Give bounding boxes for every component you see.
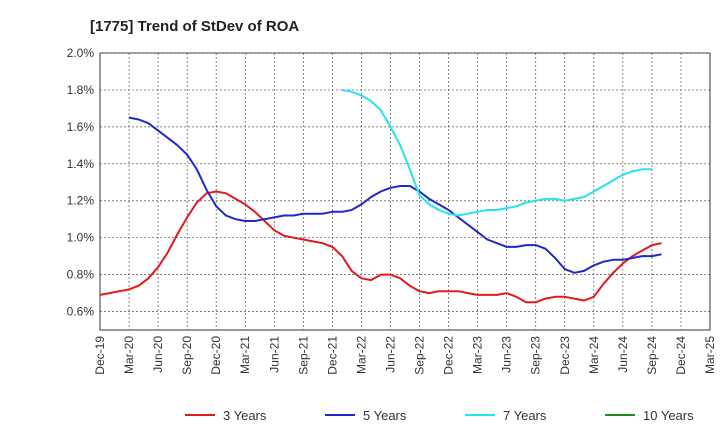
x-tick-label: Dec-20 (209, 336, 223, 375)
x-tick-label: Dec-19 (93, 336, 107, 375)
y-axis-tick-labels: 0.6% 0.8% 1.0% 1.2% 1.4% 1.6% 1.8% 2.0% (67, 46, 95, 319)
y-tick-label: 1.4% (67, 157, 95, 171)
x-tick-label: Dec-22 (442, 336, 456, 375)
legend-label: 3 Years (223, 408, 267, 423)
x-tick-label: Mar-21 (238, 336, 252, 374)
grid-lines (100, 52, 710, 330)
series-line-7-years (341, 88, 652, 217)
x-tick-label: Mar-25 (703, 336, 717, 374)
series-line-3-years (99, 190, 662, 304)
x-axis-tick-labels: Dec-19 Mar-20 Jun-20 Sep-20 Dec-20 Mar-21 Jun-… (93, 336, 717, 375)
legend: 3 Years 5 Years 7 Years 10 Years (185, 408, 694, 423)
x-tick-label: Jun-20 (151, 336, 165, 373)
legend-label: 7 Years (503, 408, 547, 423)
x-tick-label: Jun-23 (500, 336, 514, 373)
x-tick-label: Sep-22 (413, 336, 427, 375)
x-tick-label: Jun-24 (616, 336, 630, 373)
x-tick-label: Sep-20 (180, 336, 194, 375)
plot-area (99, 52, 711, 331)
y-tick-label: 0.8% (67, 268, 95, 282)
y-tick-label: 1.6% (67, 120, 95, 134)
series-line-5-years (128, 116, 662, 274)
y-tick-label: 2.0% (67, 46, 95, 60)
x-tick-label: Dec-21 (325, 336, 339, 375)
x-tick-label: Dec-24 (674, 336, 688, 375)
x-tick-label: Sep-24 (645, 336, 659, 375)
y-tick-label: 1.2% (67, 194, 95, 208)
y-tick-label: 1.8% (67, 83, 95, 97)
y-tick-label: 0.6% (67, 305, 95, 319)
x-tick-label: Dec-23 (558, 336, 572, 375)
legend-label: 10 Years (643, 408, 694, 423)
x-tick-label: Sep-21 (296, 336, 310, 375)
legend-label: 5 Years (363, 408, 407, 423)
x-tick-label: Mar-20 (122, 336, 136, 374)
x-tick-label: Jun-22 (383, 336, 397, 373)
series-lines (99, 88, 662, 304)
x-tick-label: Mar-23 (471, 336, 485, 374)
x-tick-label: Sep-23 (529, 336, 543, 375)
y-tick-label: 1.0% (67, 231, 95, 245)
chart-title: [1775] Trend of StDev of ROA (90, 18, 299, 35)
x-tick-label: Mar-24 (587, 336, 601, 374)
x-tick-label: Mar-22 (354, 336, 368, 374)
x-tick-label: Jun-21 (267, 336, 281, 373)
